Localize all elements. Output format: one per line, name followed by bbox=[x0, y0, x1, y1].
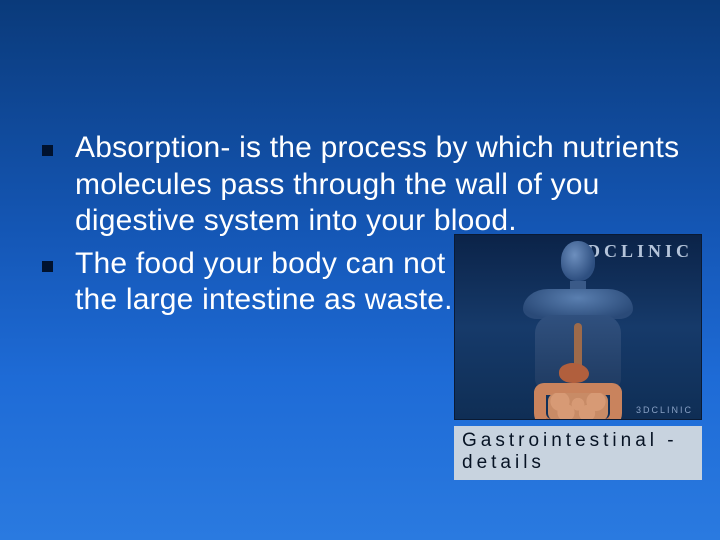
intestines-group bbox=[534, 383, 622, 420]
bullet-marker-icon bbox=[42, 145, 53, 156]
chest-shape bbox=[535, 315, 621, 389]
head-shape bbox=[561, 241, 595, 281]
small-intestine-shape bbox=[548, 393, 608, 420]
list-item: Absorption- is the process by which nutr… bbox=[42, 130, 680, 240]
bullet-marker-icon bbox=[42, 261, 53, 272]
bullet-text: Absorption- is the process by which nutr… bbox=[75, 130, 680, 240]
anatomy-image: 3DCLINIC 3DCLINIC bbox=[454, 234, 702, 420]
figure-caption: Gastrointestinal - details bbox=[454, 426, 702, 480]
neck-shape bbox=[570, 281, 586, 289]
torso-illustration bbox=[518, 241, 638, 417]
watermark-bottom: 3DCLINIC bbox=[636, 405, 693, 415]
stomach-shape bbox=[559, 363, 589, 383]
figure: 3DCLINIC 3DCLINIC Gastrointestinal - det… bbox=[454, 234, 702, 480]
